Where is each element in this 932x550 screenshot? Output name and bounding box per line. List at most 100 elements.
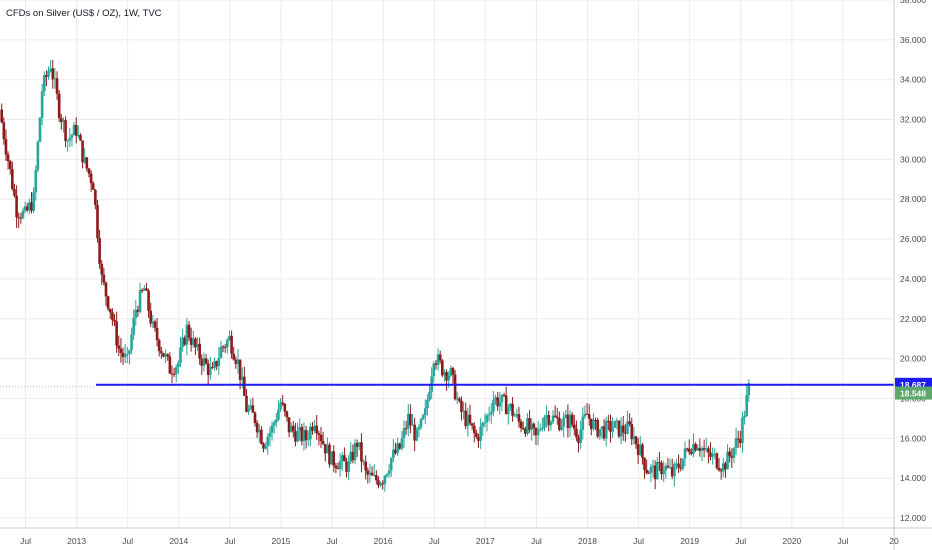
candle-body — [541, 427, 544, 430]
candle-body — [49, 68, 52, 72]
time-tick-label: Jul — [429, 536, 440, 546]
candle-body — [202, 358, 206, 366]
candle-body — [336, 468, 340, 470]
candle-body — [583, 413, 587, 417]
candle-body — [243, 376, 246, 396]
candle-body — [666, 465, 670, 468]
candle-body — [162, 353, 165, 357]
candle-body — [57, 93, 61, 119]
candle-body — [100, 263, 104, 275]
candle-body — [611, 427, 614, 432]
candle-body — [728, 451, 731, 457]
candle-body — [74, 124, 78, 136]
candle-body — [613, 421, 617, 428]
time-tick-label: Jul — [224, 536, 235, 546]
candle-body — [70, 135, 74, 138]
candle-body — [206, 363, 210, 376]
candle-body — [400, 438, 404, 449]
candle-body — [53, 78, 57, 80]
candle-body — [72, 124, 76, 136]
candle-body — [253, 412, 257, 423]
candle-body — [566, 414, 570, 429]
candle-body — [392, 449, 395, 459]
candle-body — [711, 453, 714, 457]
candle-body — [406, 413, 410, 429]
candle-body — [330, 451, 333, 465]
candle-body — [87, 168, 91, 174]
candle-body — [232, 353, 236, 360]
candle-body — [204, 358, 208, 364]
candle-body — [404, 428, 408, 430]
candle-body — [532, 423, 536, 428]
candle-body — [108, 308, 112, 313]
candle-body — [485, 415, 489, 423]
candle-body — [66, 140, 69, 142]
time-tick-label: 2019 — [680, 536, 699, 546]
candle-body — [381, 483, 385, 485]
candle-body — [274, 419, 278, 423]
candle-body — [77, 135, 80, 137]
candle-body — [724, 463, 727, 470]
candle-body — [472, 425, 476, 433]
candle-body — [89, 173, 93, 184]
candle-body — [519, 421, 523, 429]
candle-body — [681, 458, 685, 469]
candle-body — [138, 290, 142, 312]
candle-body — [436, 354, 440, 365]
candle-body — [366, 470, 370, 475]
candle-body — [111, 312, 114, 320]
candle-body — [298, 426, 301, 431]
candle-body — [715, 453, 719, 468]
candle-body — [277, 409, 280, 420]
time-tick-label: Jul — [122, 536, 133, 546]
candlestick-series — [0, 60, 751, 492]
candle-body — [568, 414, 572, 429]
candle-body — [641, 444, 644, 458]
candle-body — [223, 346, 227, 348]
candle-body — [609, 421, 612, 432]
candle-body — [477, 437, 480, 441]
candle-body — [91, 183, 95, 190]
candle-body — [624, 432, 627, 434]
candle-body — [270, 425, 274, 433]
candle-body — [421, 415, 425, 419]
candle-body — [170, 373, 174, 375]
candle-body — [247, 408, 250, 412]
candle-body — [528, 418, 531, 430]
last-price-tag-label: 18.548 — [900, 389, 926, 399]
candle-body — [149, 310, 152, 324]
candle-body — [347, 461, 350, 472]
candle-body — [409, 413, 412, 426]
candle-body — [55, 78, 59, 94]
candle-body — [617, 420, 621, 437]
candle-body — [447, 375, 450, 381]
candle-body — [511, 403, 514, 416]
candle-body — [377, 480, 380, 486]
candle-body — [317, 433, 321, 435]
candle-body — [104, 282, 108, 297]
candle-body — [28, 202, 31, 211]
candle-body — [479, 426, 482, 441]
time-tick-label: 2014 — [169, 536, 188, 546]
candle-body — [0, 109, 3, 123]
candle-body — [15, 195, 18, 218]
candle-body — [172, 373, 176, 375]
price-tick-label: 14.000 — [900, 473, 926, 483]
candle-body — [332, 451, 336, 466]
candle-body — [351, 451, 355, 461]
candle-body — [402, 428, 406, 439]
candle-body — [389, 458, 393, 471]
candle-body — [383, 476, 387, 485]
candle-body — [287, 417, 291, 433]
candle-body — [151, 321, 155, 324]
chart-title: CFDs on Silver (US$ / OZ), 1W, TVC — [6, 8, 162, 19]
candle-body — [2, 122, 6, 140]
candle-body — [717, 467, 721, 471]
candle-body — [679, 467, 683, 469]
candle-body — [51, 68, 55, 80]
candle-body — [249, 405, 253, 409]
candle-body — [328, 444, 331, 465]
candle-body — [358, 442, 361, 447]
candle-body — [677, 463, 680, 468]
